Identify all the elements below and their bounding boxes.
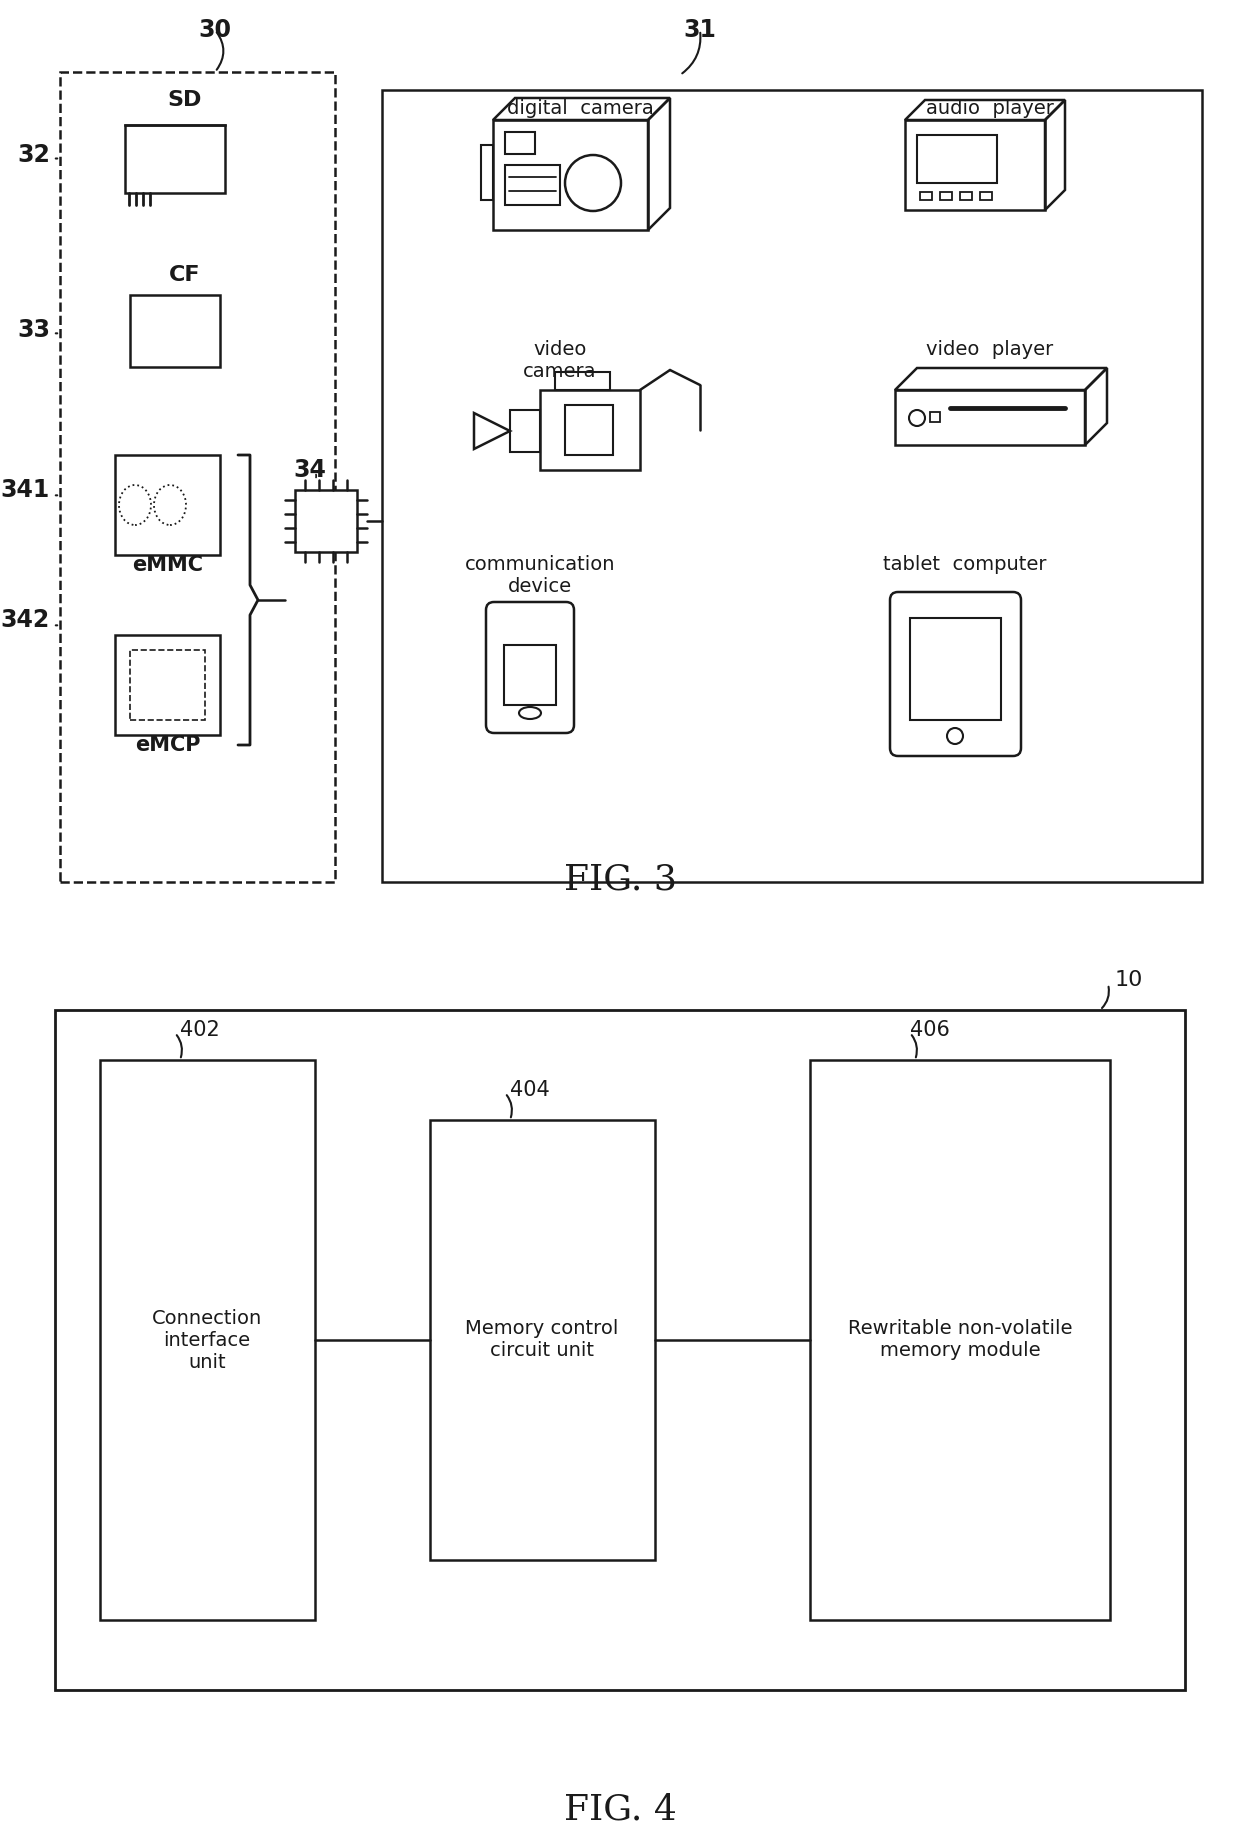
Text: Connection
interface
unit: Connection interface unit — [151, 1309, 262, 1372]
Text: FIG. 4: FIG. 4 — [563, 1792, 677, 1828]
Text: video
camera: video camera — [523, 340, 596, 380]
Text: FIG. 3: FIG. 3 — [563, 862, 677, 897]
Text: 406: 406 — [910, 1021, 950, 1039]
Bar — [505, 164, 560, 205]
Text: digital  camera: digital camera — [507, 98, 653, 118]
Bar — [510, 410, 539, 452]
Bar — [503, 644, 556, 705]
Text: 342: 342 — [1, 607, 50, 631]
Bar — [556, 373, 610, 390]
Text: audio  player: audio player — [926, 98, 1054, 118]
Text: 31: 31 — [683, 18, 717, 42]
Text: 10: 10 — [1115, 969, 1143, 989]
Text: tablet  computer: tablet computer — [883, 556, 1047, 574]
Text: 341: 341 — [1, 478, 50, 502]
Bar — [895, 390, 1085, 445]
Bar — [565, 404, 613, 454]
Bar — [920, 192, 932, 199]
Bar — [125, 126, 224, 194]
Text: 33: 33 — [17, 318, 50, 342]
Text: Memory control
circuit unit: Memory control circuit unit — [465, 1320, 619, 1361]
Text: video  player: video player — [926, 340, 1054, 358]
Bar — [980, 192, 992, 199]
Bar — [905, 120, 1045, 210]
Bar — [130, 650, 205, 720]
Bar — [60, 72, 335, 882]
Bar — [481, 146, 494, 199]
Bar — [295, 489, 357, 552]
Bar — [960, 192, 972, 199]
Bar — [115, 635, 219, 735]
Text: 34: 34 — [294, 458, 326, 482]
Text: 32: 32 — [17, 142, 50, 166]
Bar — [505, 133, 534, 153]
Bar — [930, 412, 940, 423]
Bar — [430, 1121, 655, 1560]
Text: 404: 404 — [510, 1080, 549, 1100]
Bar — [539, 390, 640, 471]
Text: eMCP: eMCP — [135, 735, 201, 755]
Text: 30: 30 — [198, 18, 232, 42]
Text: 402: 402 — [180, 1021, 219, 1039]
Bar — [100, 1060, 315, 1621]
FancyBboxPatch shape — [486, 602, 574, 733]
Text: communication
device: communication device — [465, 556, 615, 596]
Bar — [55, 1010, 1185, 1689]
Bar — [810, 1060, 1110, 1621]
Bar — [115, 454, 219, 556]
Bar — [130, 295, 219, 367]
FancyBboxPatch shape — [890, 593, 1021, 757]
Ellipse shape — [154, 485, 186, 524]
Bar — [494, 120, 649, 231]
Bar — [382, 90, 1202, 882]
Text: Rewritable non-volatile
memory module: Rewritable non-volatile memory module — [848, 1320, 1073, 1361]
Text: CF: CF — [169, 266, 201, 284]
Bar — [918, 135, 997, 183]
Bar — [910, 618, 1001, 720]
Text: SD: SD — [167, 90, 202, 111]
Text: eMMC: eMMC — [133, 556, 203, 574]
Bar — [940, 192, 952, 199]
Ellipse shape — [119, 485, 151, 524]
